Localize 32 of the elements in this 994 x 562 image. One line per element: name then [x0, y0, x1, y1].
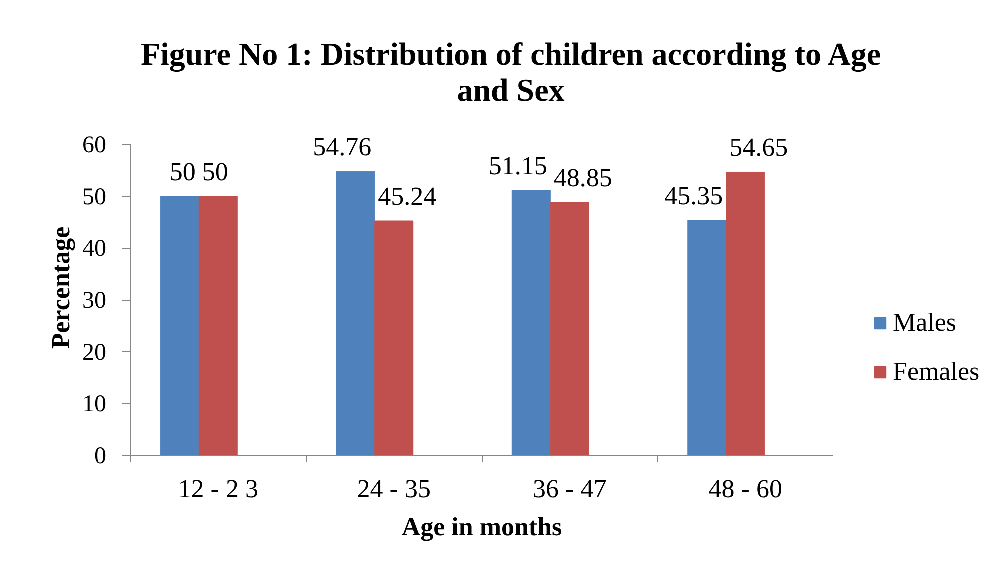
- bar: [512, 190, 551, 456]
- y-tick-label: 10: [82, 392, 106, 418]
- y-tick-label: 0: [94, 444, 106, 470]
- legend-label: Females: [893, 357, 980, 387]
- y-tick-label: 60: [82, 132, 106, 158]
- legend-label: Males: [893, 308, 957, 338]
- bar: [688, 220, 727, 456]
- bar: [336, 171, 376, 456]
- x-tick-label: 36 - 47: [533, 474, 607, 504]
- x-tick-label: 48 - 60: [708, 474, 782, 504]
- y-tick-label: 50: [82, 184, 106, 210]
- y-axis-title: Percentage: [46, 226, 76, 350]
- bar: [726, 172, 766, 456]
- data-label: 48.85: [554, 163, 612, 192]
- bar: [198, 196, 238, 456]
- data-label: 45.35: [664, 181, 724, 210]
- y-tick-label: 30: [82, 288, 106, 314]
- y-tick-label: 40: [82, 236, 106, 262]
- data-label: 50: [170, 157, 196, 186]
- bar: [160, 196, 200, 456]
- y-tick-label: 20: [82, 340, 106, 366]
- data-label: 51.15: [488, 151, 548, 180]
- bar: [374, 220, 414, 456]
- chart-title: Figure No 1: Distribution of children according to Age and Sex: [140, 35, 882, 108]
- data-label: 45.24: [378, 182, 437, 212]
- data-label: 54.65: [730, 133, 788, 162]
- x-axis-title: Age in months: [402, 512, 562, 542]
- x-tick-label: 24 - 35: [357, 474, 431, 504]
- data-label: 50: [202, 157, 228, 186]
- data-label: 54.76: [313, 132, 372, 162]
- bar: [550, 202, 590, 456]
- x-tick-label: 12 - 2 3: [178, 474, 258, 504]
